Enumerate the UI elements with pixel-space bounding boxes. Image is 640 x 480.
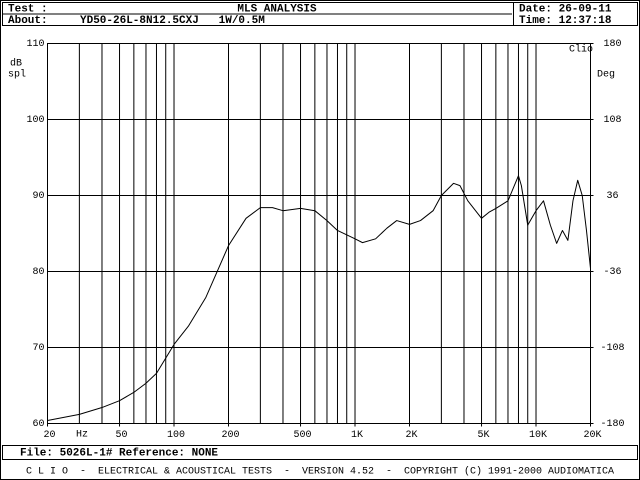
file-box xyxy=(2,445,638,460)
y-tick-label: 100 xyxy=(26,115,44,126)
test-label: Test : xyxy=(8,3,48,15)
x-tick-label: 500 xyxy=(294,430,312,441)
y2-tick-label: -180 xyxy=(600,419,624,430)
x-tick-label: 20K xyxy=(583,430,601,441)
y-tick-label: 70 xyxy=(32,343,44,354)
y-axis-label: spl xyxy=(8,69,26,81)
y2-axis-label: Deg xyxy=(597,70,615,81)
analysis-title: MLS ANALYSIS xyxy=(237,3,317,15)
x-tick-label: 50 xyxy=(116,430,128,441)
x-tick-label: 2K xyxy=(405,430,417,441)
y-tick-label: 110 xyxy=(26,39,44,50)
x-tick-label: 200 xyxy=(221,430,239,441)
about-label: About: xyxy=(8,15,48,27)
file-info: File: 5026L-1# Reference: NONE xyxy=(20,447,218,459)
y-tick-label: 80 xyxy=(32,267,44,278)
y-axis-label: dB xyxy=(10,58,22,70)
time: Time: 12:37:18 xyxy=(519,15,612,27)
y2-tick-label: 108 xyxy=(603,115,621,126)
brand-label: Clio xyxy=(569,44,593,56)
x-unit-label: Hz xyxy=(76,430,88,441)
x-tick-label: 20 xyxy=(43,430,55,441)
plot: 60 70 80 90 100 110 180 108 36 -36 -108 -180 20 50 100… xyxy=(26,39,624,441)
y-tick-label: 60 xyxy=(32,419,44,430)
y2-tick-label: 180 xyxy=(603,39,621,50)
plot-area xyxy=(47,43,591,424)
x-tick-label: 10K xyxy=(529,430,547,441)
y2-tick-label: 36 xyxy=(606,191,618,202)
about-text: YD50-26L-8N12.5CXJ 1W/0.5M xyxy=(80,15,265,27)
credits: C L I O - ELECTRICAL & ACOUSTICAL TESTS … xyxy=(26,466,614,478)
x-tick-label: 100 xyxy=(167,430,185,441)
response-curve xyxy=(47,175,591,421)
x-tick-label: 5K xyxy=(478,430,490,441)
y-tick-label: 90 xyxy=(32,191,44,202)
x-tick-label: 1K xyxy=(351,430,363,441)
y2-tick-label: -108 xyxy=(600,343,624,354)
date: Date: 26-09-11 xyxy=(519,3,612,15)
y2-tick-label: -36 xyxy=(603,267,621,278)
